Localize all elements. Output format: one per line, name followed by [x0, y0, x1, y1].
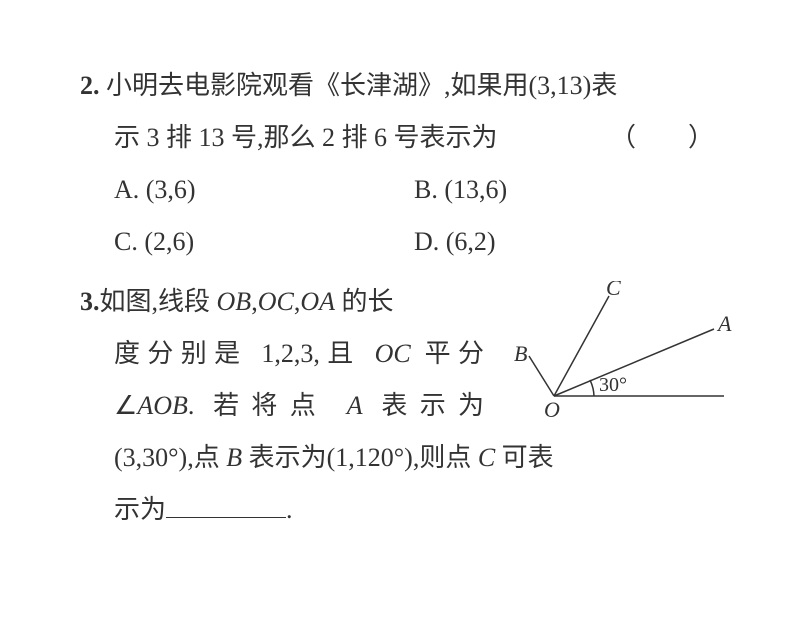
option-b: B. (13,6)	[414, 164, 714, 216]
question-2: 2. 小明去电影院观看《长津湖》,如果用(3,13)表 示 3 排 13 号,那…	[80, 60, 714, 268]
question-3: O A B C 30° 3.如图,线段 OB,OC,OA 的长 度分别是 1,2…	[80, 276, 714, 536]
q3-l4-mid: 表示为(1,120°),则点	[242, 443, 478, 472]
ray-a	[554, 329, 714, 396]
ray-b	[529, 356, 554, 396]
q3-l4-post: 可表	[495, 443, 554, 472]
q2-line2: 示 3 排 13 号,那么 2 排 6 号表示为 （ ）	[114, 112, 714, 164]
q2-text-1: 小明去电影院观看《长津湖》,如果用(3,13)表	[106, 71, 617, 100]
q2-text-2: 示 3 排 13 号,那么 2 排 6 号表示为	[114, 112, 498, 164]
var-oc: OC	[258, 287, 294, 316]
q3-l3-mid: . 若将点	[188, 391, 347, 420]
q2-body: 示 3 排 13 号,那么 2 排 6 号表示为 （ ） A. (3,6) B.…	[80, 112, 714, 268]
q2-options-row-2: C. (2,6) D. (6,2)	[114, 216, 714, 268]
var-c: C	[478, 443, 495, 472]
label-b: B	[514, 341, 527, 366]
var-a: A	[347, 391, 363, 420]
var-b: B	[226, 443, 242, 472]
option-c: C. (2,6)	[114, 216, 414, 268]
q3-number: 3.	[80, 287, 100, 316]
q2-line1: 2. 小明去电影院观看《长津湖》,如果用(3,13)表	[80, 60, 714, 112]
q3-l1-pre: 如图,线段	[100, 287, 217, 316]
q3-l2-pre: 度分别是 1,2,3,且	[114, 339, 375, 368]
q2-paren: （ ）	[610, 112, 714, 164]
q3-l1-post: 的长	[335, 287, 394, 316]
q3-line2: 度分别是 1,2,3,且 OC 平分	[114, 328, 484, 380]
q3-l5-pre: 示为	[114, 495, 166, 524]
var-aob: AOB	[137, 391, 188, 420]
angle-diagram: O A B C 30°	[514, 281, 744, 421]
label-angle: 30°	[599, 374, 627, 396]
q3-line4: (3,30°),点 B 表示为(1,120°),则点 C 可表	[114, 432, 714, 484]
q2-number: 2.	[80, 71, 100, 100]
q3-line5: 示为.	[114, 484, 714, 536]
var-oa: OA	[300, 287, 335, 316]
label-a: A	[716, 311, 732, 336]
var-ob: OB	[217, 287, 252, 316]
q3-line3: ∠AOB. 若将点 A 表示为	[114, 380, 484, 432]
q3-l5-post: .	[286, 495, 293, 524]
option-a: A. (3,6)	[114, 164, 414, 216]
q3-l4-pre: (3,30°),点	[114, 443, 226, 472]
label-o: O	[544, 397, 560, 421]
option-d: D. (6,2)	[414, 216, 714, 268]
q3-l2-post: 平分	[411, 339, 484, 368]
q3-l3-post: 表示为	[363, 391, 484, 420]
q3-figure: O A B C 30°	[514, 281, 744, 421]
angle-sym: ∠	[114, 391, 137, 420]
var-oc-2: OC	[375, 339, 411, 368]
angle-arc	[590, 380, 594, 396]
label-c: C	[606, 281, 621, 300]
answer-blank	[166, 492, 286, 518]
q2-options-row-1: A. (3,6) B. (13,6)	[114, 164, 714, 216]
